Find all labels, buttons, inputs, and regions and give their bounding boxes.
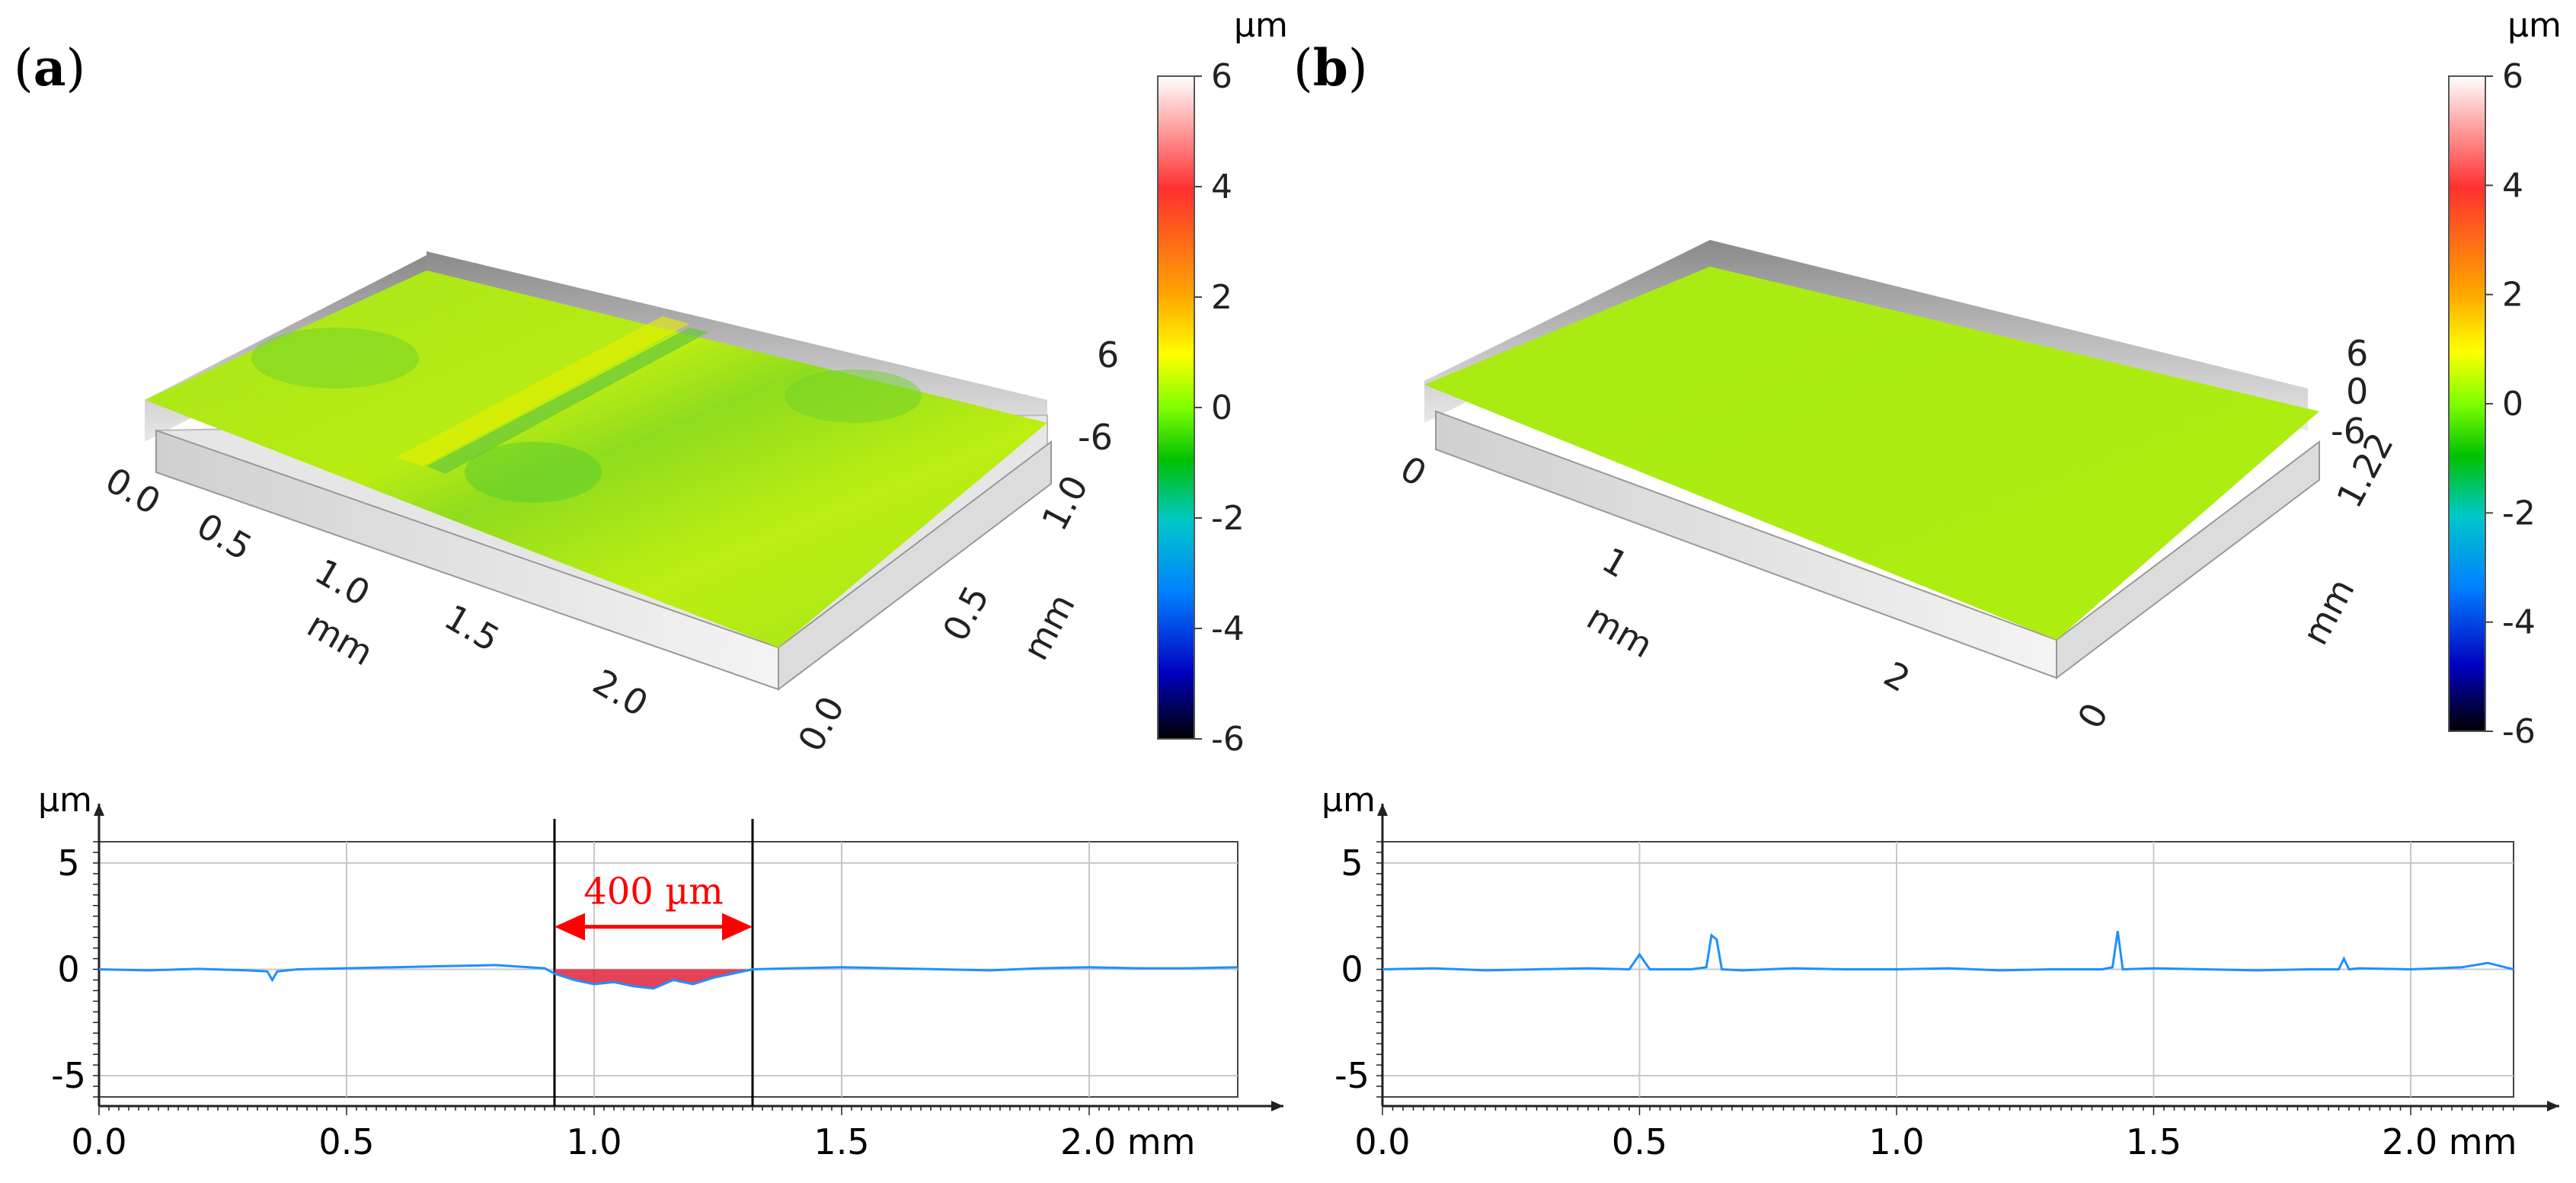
y-axis-arrow <box>94 804 104 816</box>
surface-b <box>1424 267 2319 640</box>
colorbar-tick-label: 6 <box>2502 57 2523 96</box>
y-axis-arrow <box>1377 804 1388 816</box>
dip-fill <box>555 969 753 989</box>
colorbar-tick-label: -2 <box>1211 499 1245 538</box>
x-axis-arrow <box>2547 1101 2559 1111</box>
x-tick-label: 2.0 mm <box>2382 1121 2517 1162</box>
colorbar-tick-label: 4 <box>1211 168 1232 206</box>
x-tick-label: 2.0 mm <box>1060 1121 1195 1162</box>
svg-text:mm: mm <box>2294 572 2363 651</box>
svg-text:mm: mm <box>1580 596 1660 667</box>
colorbar-a-unit: µm <box>1234 6 1288 45</box>
svg-text:6: 6 <box>2346 333 2368 374</box>
profile-chart-b: 0.0 0.5 1.0 1.5 2.0 mm 5 0 -5 µm <box>1322 781 2559 1162</box>
groove-band <box>396 316 689 466</box>
svg-text:0: 0 <box>2346 371 2368 412</box>
colorbar-b-unit: µm <box>2507 6 2562 45</box>
front-wall-right <box>778 440 1052 692</box>
colorbar-tick-label: -6 <box>1211 720 1245 759</box>
svg-text:-6: -6 <box>1078 417 1113 458</box>
svg-text:1.0: 1.0 <box>308 551 377 614</box>
colorbar-tick-label: 6 <box>1211 57 1232 96</box>
colorbar-tick-label: -4 <box>2502 603 2536 642</box>
svg-text:0.5: 0.5 <box>190 505 259 568</box>
panel-a-label: (a) <box>14 38 85 98</box>
y-tick-label: -5 <box>51 1055 86 1096</box>
svg-text:2: 2 <box>1878 654 1917 700</box>
svg-text:1.5: 1.5 <box>438 596 507 660</box>
svg-text:0: 0 <box>2069 696 2116 735</box>
x-tick-label: 0.0 <box>71 1121 126 1162</box>
profile-chart-a: 0.0 0.5 1.0 1.5 2.0 mm 5 0 -5 µm 400 µm <box>38 781 1283 1162</box>
front-wall-right-b <box>2056 440 2320 680</box>
y-tick-label: 0 <box>1341 949 1363 990</box>
svg-text:mm: mm <box>1015 587 1083 667</box>
svg-text:-6: -6 <box>2331 411 2366 452</box>
svg-text:2.0: 2.0 <box>586 661 655 724</box>
y-axis-label: µm <box>38 781 92 820</box>
surface-a-z-axis: 6 -6 <box>1078 334 1119 458</box>
y-tick-label: -5 <box>1334 1055 1369 1096</box>
colorbar-tick-label: -6 <box>2502 712 2536 751</box>
svg-text:0: 0 <box>1394 448 1433 494</box>
colorbar-tick-label: -2 <box>2502 494 2536 532</box>
colorbar-tick-label: 0 <box>2502 385 2523 424</box>
surface-3d-b: 0 1 2 mm 0 1.22 mm 6 0 -6 <box>1394 240 2402 735</box>
y-axis-label: µm <box>1322 781 1376 820</box>
colorbar-tick-label: 2 <box>1211 278 1232 317</box>
x-tick-label: 0.5 <box>1612 1121 1667 1162</box>
x-tick-label: 1.0 <box>566 1121 622 1162</box>
svg-text:1: 1 <box>1596 539 1635 586</box>
x-axis-arrow <box>1271 1101 1283 1111</box>
surface-b-z-axis: 6 0 -6 <box>2331 333 2368 452</box>
x-tick-label: 1.0 <box>1868 1121 1924 1162</box>
profile-line <box>1382 931 2514 972</box>
y-tick-label: 5 <box>1341 842 1363 884</box>
colorbar-tick-label: 4 <box>2502 166 2523 205</box>
colorbar-tick-label: -4 <box>1211 609 1245 648</box>
panel-b: (b) 0 1 2 mm 0 1.22 mm 6 0 -6 <box>1293 6 2562 1162</box>
panel-b-label: (b) <box>1293 38 1368 98</box>
x-tick-label: 0.0 <box>1354 1121 1410 1162</box>
profile-line <box>98 964 1238 990</box>
colorbar-a: µm 6 4 2 0 -2 -4 -6 <box>1157 6 1288 759</box>
width-annotation: 400 µm <box>583 871 724 913</box>
svg-text:6: 6 <box>1097 334 1119 376</box>
svg-text:0.5: 0.5 <box>935 579 997 647</box>
x-tick-label: 1.5 <box>2126 1121 2181 1162</box>
colorbar-tick-label: 2 <box>2502 276 2523 315</box>
panel-a: (a) 0.0 0.5 1.0 1.5 2.0 mm <box>14 6 1288 1162</box>
width-arrow-left-head <box>555 913 585 941</box>
y-tick-label: 0 <box>57 949 79 990</box>
width-arrow-right-head <box>722 913 753 941</box>
colorbar-b: µm 6 4 2 0 -2 -4 -6 <box>2448 6 2562 751</box>
svg-text:0.0: 0.0 <box>790 689 852 758</box>
x-tick-label: 0.5 <box>318 1121 374 1162</box>
x-tick-label: 1.5 <box>813 1121 869 1162</box>
svg-text:mm: mm <box>301 604 381 674</box>
colorbar-tick-label: 0 <box>1211 388 1232 427</box>
y-tick-label: 5 <box>57 842 79 884</box>
surface-3d-a: 0.0 0.5 1.0 1.5 2.0 mm 0.0 0.5 1.0 mm 6 … <box>99 251 1119 758</box>
